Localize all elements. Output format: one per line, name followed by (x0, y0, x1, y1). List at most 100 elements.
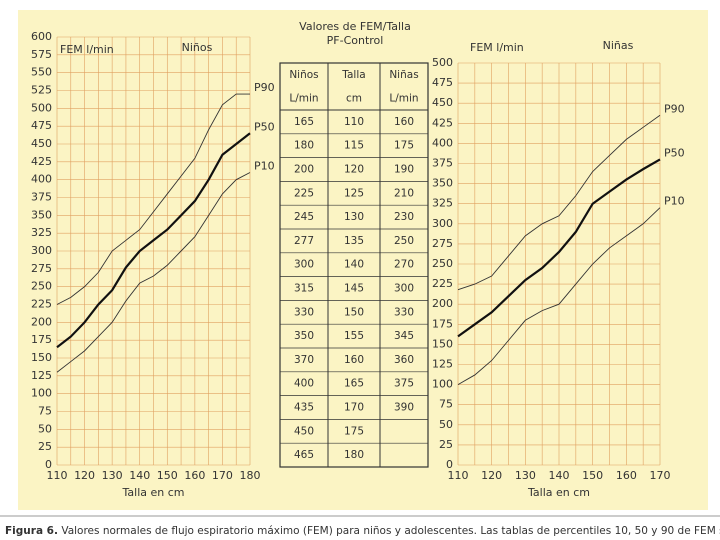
table-cell: 250 (394, 235, 414, 247)
table-frame (279, 62, 429, 468)
table-cell: 245 (294, 211, 314, 223)
y-tick-label: 450 (31, 137, 52, 150)
table-cell: 300 (294, 259, 314, 271)
table-cell: 400 (294, 378, 314, 390)
x-tick-label: 160 (184, 469, 205, 482)
y-tick-label: 250 (31, 280, 52, 293)
series-line (457, 158, 661, 338)
table-cell: 345 (394, 330, 414, 342)
y-tick-label: 250 (432, 257, 453, 270)
y-tick-label: 475 (31, 119, 52, 132)
series-label: P10 (254, 160, 275, 173)
y-tick-label: 425 (432, 116, 453, 129)
series-label: P50 (664, 146, 685, 159)
y-tick-label: 325 (31, 226, 52, 239)
y-axis-label: FEM l/min (470, 41, 524, 54)
y-tick-label: 500 (31, 101, 52, 114)
x-tick-label: 120 (74, 469, 95, 482)
y-tick-label: 225 (31, 298, 52, 311)
y-tick-label: 175 (31, 333, 52, 346)
y-tick-label: 75 (38, 405, 52, 418)
x-tick-label: 130 (515, 469, 536, 482)
y-tick-label: 300 (31, 244, 52, 257)
y-tick-label: 25 (439, 438, 453, 451)
table-cell: 210 (394, 187, 414, 199)
y-tick-label: 125 (31, 369, 52, 382)
y-tick-label: 500 (432, 56, 453, 69)
y-tick-label: 475 (432, 76, 453, 89)
y-tick-label: 100 (31, 387, 52, 400)
y-tick-label: 0 (446, 458, 453, 471)
table-cell: 450 (294, 425, 314, 437)
table-cell: 115 (344, 140, 364, 152)
table-header: L/min (389, 92, 418, 104)
chart-title: Niños (182, 41, 213, 54)
table-cell: 370 (294, 354, 314, 366)
y-tick-label: 550 (31, 66, 52, 79)
table-cell: 165 (294, 116, 314, 128)
table-cell: 390 (394, 402, 414, 414)
table-cell: 180 (294, 140, 314, 152)
table-header: L/min (289, 92, 318, 104)
y-tick-label: 400 (432, 136, 453, 149)
table-cell: 125 (344, 187, 364, 199)
x-tick-label: 140 (549, 469, 570, 482)
y-tick-label: 275 (31, 262, 52, 275)
table-cell: 110 (344, 116, 364, 128)
table-cell: 160 (394, 116, 414, 128)
table-cell: 277 (294, 235, 314, 247)
y-tick-label: 75 (439, 398, 453, 411)
y-tick-label: 350 (31, 208, 52, 221)
y-tick-label: 175 (432, 317, 453, 330)
table-cell: 160 (344, 354, 364, 366)
x-tick-label: 120 (481, 469, 502, 482)
table-cell: 130 (344, 211, 364, 223)
y-tick-label: 575 (31, 48, 52, 61)
table-cell: 170 (344, 402, 364, 414)
table-cell: 230 (394, 211, 414, 223)
x-tick-label: 150 (157, 469, 178, 482)
series-line (56, 132, 251, 349)
table-cell: 145 (344, 283, 364, 295)
x-tick-label: 170 (212, 469, 233, 482)
y-tick-label: 150 (31, 351, 52, 364)
x-tick-label: 110 (47, 469, 68, 482)
y-tick-label: 100 (432, 378, 453, 391)
y-tick-label: 25 (38, 440, 52, 453)
x-axis-label: Talla en cm (122, 486, 185, 499)
y-tick-label: 400 (31, 173, 52, 186)
y-tick-label: 425 (31, 155, 52, 168)
table-cell: 330 (294, 306, 314, 318)
table-cell: 140 (344, 259, 364, 271)
chart-title: Niñas (603, 39, 634, 52)
table-cell: 175 (394, 140, 414, 152)
x-tick-label: 170 (650, 469, 671, 482)
table-cell: 330 (394, 306, 414, 318)
table-cell: 315 (294, 283, 314, 295)
table-cell: 360 (394, 354, 414, 366)
series-label: P90 (664, 102, 685, 115)
y-tick-label: 275 (432, 237, 453, 250)
y-tick-label: 450 (432, 96, 453, 109)
table-cell: 200 (294, 164, 314, 176)
table-cell: 270 (394, 259, 414, 271)
table-cell: 150 (344, 306, 364, 318)
y-tick-label: 325 (432, 197, 453, 210)
table-header: Talla (341, 69, 365, 81)
table-cell: 165 (344, 378, 364, 390)
y-tick-label: 525 (31, 84, 52, 97)
table-cell: 190 (394, 164, 414, 176)
table-cell: 435 (294, 402, 314, 414)
table-header: Niños (289, 69, 318, 81)
caption-text: Valores normales de flujo espiratorio má… (61, 525, 720, 537)
x-axis-label: Talla en cm (527, 486, 590, 499)
series-line (457, 114, 661, 291)
table-header: cm (346, 92, 362, 104)
y-tick-label: 125 (432, 358, 453, 371)
y-tick-label: 300 (432, 217, 453, 230)
series-line (56, 172, 251, 373)
y-tick-label: 375 (31, 191, 52, 204)
y-tick-label: 225 (432, 277, 453, 290)
x-tick-label: 150 (582, 469, 603, 482)
